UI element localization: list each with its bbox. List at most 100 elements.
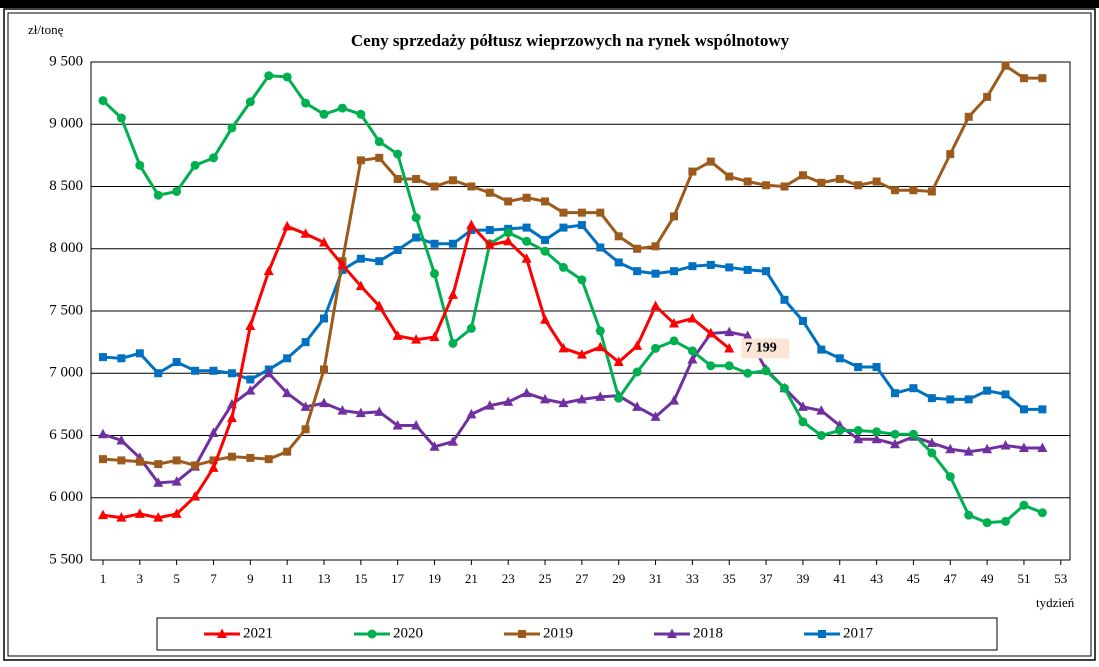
y-tick-label: 6 000 xyxy=(49,489,83,505)
marker xyxy=(983,92,992,101)
marker xyxy=(835,354,844,363)
marker xyxy=(576,349,587,359)
marker xyxy=(263,367,274,378)
marker xyxy=(964,510,974,520)
marker xyxy=(743,368,753,378)
marker xyxy=(945,472,955,482)
marker xyxy=(797,401,808,411)
y-axis-label: zł/tonę xyxy=(28,22,64,37)
x-tick-label: 53 xyxy=(1054,571,1067,586)
marker xyxy=(503,396,514,406)
marker xyxy=(540,246,550,256)
marker xyxy=(872,427,882,437)
marker xyxy=(393,149,403,159)
marker xyxy=(780,295,789,304)
marker xyxy=(518,630,526,638)
marker xyxy=(283,354,292,363)
marker xyxy=(485,226,494,235)
marker xyxy=(97,509,108,520)
x-tick-label: 23 xyxy=(502,571,515,586)
x-tick-label: 11 xyxy=(281,571,294,586)
marker xyxy=(245,385,256,395)
marker xyxy=(374,406,385,416)
marker xyxy=(1019,500,1029,510)
marker xyxy=(816,405,827,415)
marker xyxy=(963,446,974,456)
series-line xyxy=(102,63,1043,467)
marker xyxy=(633,244,642,253)
marker xyxy=(320,365,329,374)
y-tick-label: 7 500 xyxy=(49,302,83,318)
x-tick-label: 45 xyxy=(907,571,920,586)
marker xyxy=(1001,516,1011,526)
marker xyxy=(283,447,292,456)
marker xyxy=(191,366,200,375)
marker xyxy=(687,312,698,323)
marker xyxy=(1019,74,1028,83)
marker xyxy=(853,433,864,444)
marker xyxy=(393,245,402,254)
marker xyxy=(724,361,734,371)
marker xyxy=(153,190,163,200)
marker xyxy=(595,341,606,352)
marker xyxy=(668,317,679,328)
outer-frame xyxy=(3,8,1096,661)
marker xyxy=(171,508,182,518)
x-tick-label: 21 xyxy=(465,571,478,586)
marker xyxy=(374,137,384,147)
x-tick-label: 29 xyxy=(612,571,625,586)
x-tick-label: 39 xyxy=(796,571,809,586)
marker xyxy=(982,518,992,528)
marker xyxy=(135,349,144,358)
marker xyxy=(374,300,385,311)
data-label: 7 199 xyxy=(745,341,777,356)
marker xyxy=(687,346,697,356)
marker xyxy=(116,512,127,522)
x-tick-label: 43 xyxy=(870,571,883,586)
marker xyxy=(172,358,181,367)
marker xyxy=(946,150,955,159)
marker xyxy=(706,260,715,269)
marker xyxy=(872,177,881,186)
marker xyxy=(891,186,900,195)
marker xyxy=(541,236,550,245)
marker xyxy=(1001,390,1010,399)
marker xyxy=(264,455,273,464)
x-tick-label: 17 xyxy=(391,571,405,586)
marker xyxy=(927,187,936,196)
marker xyxy=(1018,442,1029,452)
marker xyxy=(558,262,568,272)
marker xyxy=(282,72,292,82)
marker xyxy=(576,393,587,404)
marker xyxy=(854,363,863,372)
marker xyxy=(1037,508,1047,518)
marker xyxy=(908,429,918,439)
x-tick-label: 35 xyxy=(723,571,736,586)
marker xyxy=(245,320,256,330)
y-tick-label: 8 000 xyxy=(49,240,83,256)
marker xyxy=(1001,61,1010,70)
marker xyxy=(705,327,716,338)
marker xyxy=(116,113,126,123)
marker xyxy=(411,334,422,344)
data-label-bg xyxy=(741,338,790,359)
marker xyxy=(375,257,384,266)
x-tick-label: 49 xyxy=(981,571,994,586)
marker xyxy=(209,366,218,375)
marker xyxy=(429,331,440,342)
marker xyxy=(521,387,532,398)
marker xyxy=(447,289,458,299)
marker xyxy=(558,397,569,408)
marker xyxy=(282,387,293,398)
x-tick-label: 25 xyxy=(539,571,552,586)
marker xyxy=(430,239,439,248)
marker xyxy=(853,426,863,436)
marker xyxy=(761,366,771,376)
marker xyxy=(614,232,623,241)
marker xyxy=(117,456,126,465)
marker xyxy=(742,330,753,340)
series-line xyxy=(102,223,1043,411)
x-axis-label: tydzień xyxy=(1036,595,1075,610)
marker xyxy=(392,330,403,340)
